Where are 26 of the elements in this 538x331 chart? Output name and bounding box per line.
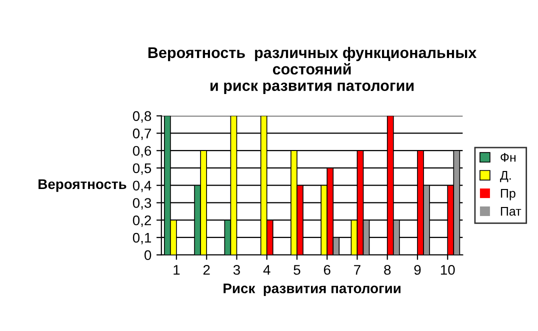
chart-title: Вероятность различных функциональных состояний и риск развития патологии — [148, 46, 477, 94]
x-tick-label: 6 — [324, 264, 330, 275]
y-tick-label: 0,4 — [132, 180, 152, 192]
legend-label: Пат — [500, 206, 522, 216]
y-tick-label: 0,7 — [132, 128, 151, 140]
y-tick-label: 0 — [144, 250, 152, 260]
x-tick-label: 7 — [354, 265, 360, 275]
x-tick-label: 4 — [263, 265, 270, 275]
legend-label: Пр — [500, 189, 516, 200]
y-tick-label: 0,2 — [132, 215, 151, 227]
x-tick-label: 3 — [233, 264, 240, 275]
x-tick-label: 5 — [294, 265, 300, 275]
y-tick-label: 0,1 — [132, 232, 151, 244]
y-axis-title: Вероятность — [38, 179, 126, 192]
x-tick-label: 8 — [384, 264, 391, 275]
y-tick-label: 0,5 — [132, 163, 152, 175]
x-tick-label: 2 — [203, 264, 210, 275]
x-tick-label: 9 — [414, 264, 421, 275]
y-tick-label: 0,3 — [132, 198, 152, 210]
x-tick-label: 1 — [174, 265, 180, 275]
legend-label: Фн — [500, 153, 516, 162]
y-tick-label: 0,8 — [132, 111, 152, 123]
y-tick-label: 0,6 — [132, 146, 152, 158]
x-tick-label: 10 — [440, 264, 455, 275]
legend-label: Д. — [500, 171, 511, 182]
x-axis-title: Риск развития патологии — [224, 284, 400, 296]
